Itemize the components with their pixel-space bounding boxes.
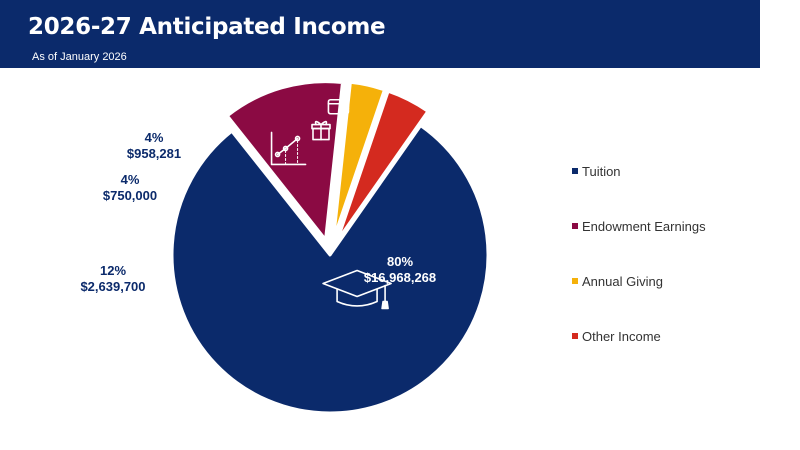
legend-swatch	[572, 168, 578, 174]
slice-percent-label: 80%	[387, 254, 413, 269]
header-banner: 2026-27 Anticipated Income As of January…	[0, 0, 760, 68]
wallet-icon	[327, 98, 350, 115]
pie-slice-annual-giving	[331, 80, 386, 241]
slice-percent-label: 4%	[145, 130, 164, 145]
legend-label: Annual Giving	[582, 273, 663, 289]
legend-item-annual-giving: Annual Giving	[572, 271, 663, 291]
gift-icon	[311, 120, 331, 141]
legend-label: Tuition	[582, 163, 621, 179]
slice-amount-label: $2,639,700	[80, 279, 145, 294]
legend-label: Endowment Earnings	[582, 218, 706, 234]
slice-amount-label: $750,000	[103, 188, 157, 203]
page-subtitle: As of January 2026	[32, 51, 127, 63]
slice-percent-label: 4%	[121, 172, 140, 187]
pie-slice-endowment-earnings	[225, 80, 344, 242]
legend-item-endowment-earnings: Endowment Earnings	[572, 216, 706, 236]
slice-percent-label: 12%	[100, 263, 126, 278]
legend-swatch	[572, 223, 578, 229]
graduation-cap-icon	[322, 269, 392, 310]
pie-slice-other-income	[335, 89, 430, 243]
page-title: 2026-27 Anticipated Income	[28, 14, 386, 40]
legend-swatch	[572, 278, 578, 284]
legend-swatch	[572, 333, 578, 339]
legend-label: Other Income	[582, 328, 661, 344]
pie-slice-tuition	[170, 124, 490, 415]
line-chart-icon	[270, 131, 307, 166]
legend-item-other-income: Other Income	[572, 326, 661, 346]
slice-amount-label: $958,281	[127, 146, 181, 161]
legend-item-tuition: Tuition	[572, 161, 621, 181]
slice-amount-label: $16,968,268	[364, 270, 436, 285]
